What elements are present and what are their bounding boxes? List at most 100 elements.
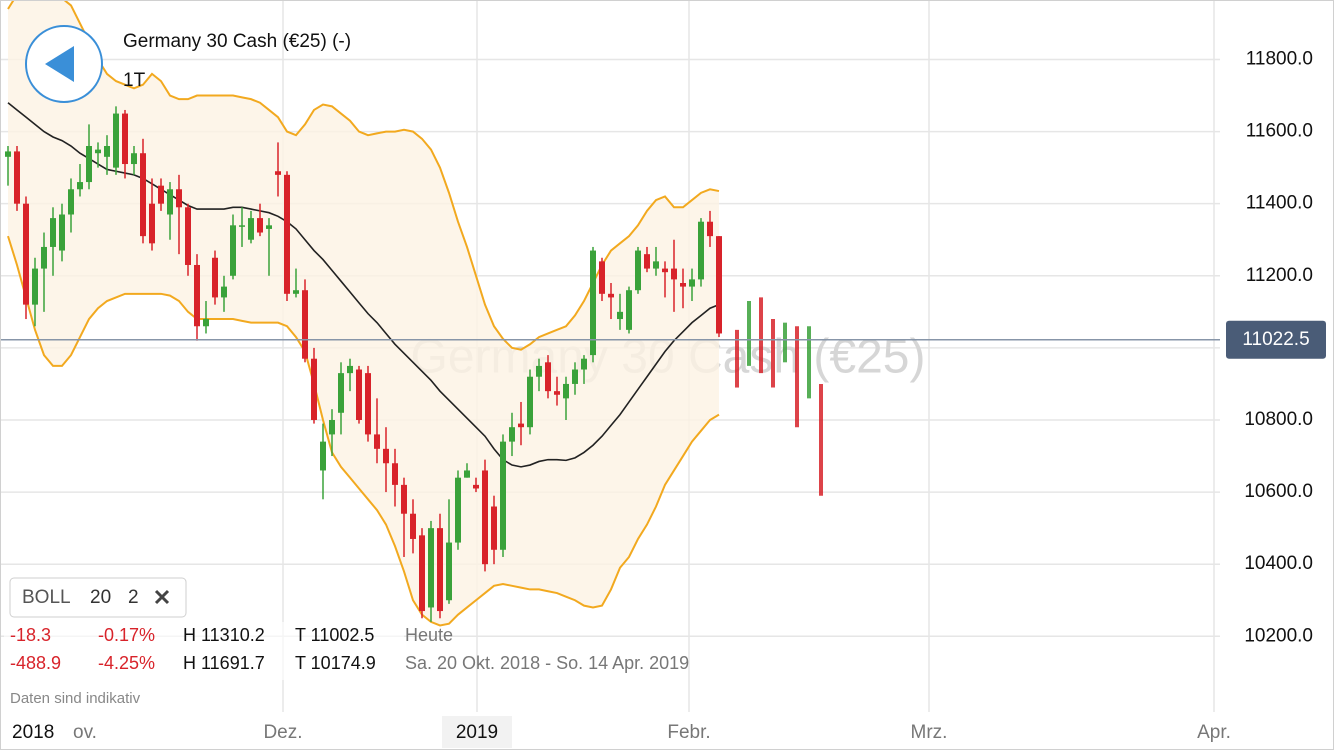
candle-body <box>131 153 137 165</box>
candle-body <box>536 365 542 377</box>
candle-body <box>176 189 182 208</box>
candle-body <box>617 311 623 320</box>
candle-body <box>554 391 560 395</box>
plot-area <box>0 0 1220 627</box>
candle-body <box>644 254 650 269</box>
info-value: -4.25% <box>98 653 155 673</box>
candle-body <box>473 484 479 489</box>
candle-body <box>347 365 353 374</box>
band-middle <box>7 102 720 468</box>
candle-body <box>527 376 533 428</box>
candle-body <box>419 535 425 612</box>
candle-body <box>698 221 704 280</box>
y-tick-label: 10800.0 <box>1244 409 1313 430</box>
y-tick-label: 11800.0 <box>1246 48 1313 69</box>
info-value: T 11002.5 <box>295 625 374 645</box>
candle-body <box>293 290 299 294</box>
candle-body <box>545 362 551 392</box>
candle-body <box>32 268 38 305</box>
period: 1T <box>123 70 146 91</box>
candle-body <box>392 463 398 485</box>
info-value: T 10174.9 <box>295 653 376 673</box>
candle-body <box>113 113 119 168</box>
candle-body <box>635 250 641 291</box>
band-lower <box>7 235 720 627</box>
candle-body <box>455 477 461 543</box>
info-panel <box>4 622 404 680</box>
y-tick-label: 10200.0 <box>1244 625 1313 646</box>
candle-body <box>590 250 596 356</box>
candle-body <box>59 214 65 251</box>
candle-body <box>203 319 209 327</box>
x-tick-label: Mrz. <box>911 722 948 743</box>
candle-body <box>356 369 362 420</box>
candle-body <box>158 185 164 204</box>
candle-body <box>680 282 686 287</box>
candle-body <box>671 268 677 280</box>
candle-body <box>572 369 578 384</box>
candle-body <box>437 528 443 612</box>
candle-body <box>626 290 632 330</box>
x-tick-label: Apr. <box>1197 722 1231 743</box>
candle-body <box>86 146 92 183</box>
candle-body <box>302 290 308 359</box>
back-icon <box>45 46 74 82</box>
overlay: Germany 30 Cash (€25) (-) 1T BOLL 20 2 D… <box>4 25 689 707</box>
x-tick-label: 2019 <box>456 722 498 743</box>
candle-body <box>563 383 569 399</box>
candle-body <box>581 358 587 370</box>
remove-indicator[interactable] <box>154 589 170 605</box>
candle-body <box>365 373 371 435</box>
candle-body <box>167 189 173 215</box>
indicator-deviation: 2 <box>128 587 139 608</box>
candle-body <box>122 113 128 165</box>
candle-body <box>221 286 227 298</box>
y-tick-label: 11600.0 <box>1246 121 1313 142</box>
candle-body <box>14 151 20 204</box>
info-value: -0.17% <box>98 625 155 645</box>
instrument-title: Germany 30 Cash (€25) (-) <box>123 31 351 52</box>
x-tick-label: 2018 <box>12 722 54 743</box>
candle-body <box>374 434 380 449</box>
candle-body <box>518 423 524 428</box>
candle-body <box>608 293 614 298</box>
candle-body <box>95 149 101 154</box>
candle-body <box>320 441 326 471</box>
band-fill <box>8 0 719 626</box>
indicator-name: BOLL <box>22 587 71 608</box>
candle-body <box>707 221 713 237</box>
candle-body <box>329 419 335 435</box>
candle-body <box>77 182 83 190</box>
candle-body <box>5 151 11 157</box>
candle-body <box>383 448 389 464</box>
candle-body <box>275 171 281 175</box>
candle-body <box>104 146 110 157</box>
candle-body <box>491 506 497 550</box>
disclaimer: Daten sind indikativ <box>10 690 141 707</box>
candle-body <box>509 427 515 442</box>
x-tick-label: Dez. <box>263 722 302 743</box>
candle-body <box>140 153 146 237</box>
candle-body <box>230 225 236 276</box>
candle-body <box>185 207 191 265</box>
candle-body <box>338 373 344 413</box>
y-tick-label: 10600.0 <box>1244 481 1313 502</box>
indicator-period: 20 <box>90 587 111 608</box>
candle-body <box>68 189 74 215</box>
candle-body <box>257 218 263 233</box>
indicator-chip[interactable] <box>9 577 187 618</box>
info-value: -18.3 <box>10 625 51 645</box>
x-axis-strip <box>0 712 1334 750</box>
candle-body <box>401 484 407 514</box>
candle-body <box>482 470 488 565</box>
info-value: Heute <box>405 625 453 645</box>
candle-body <box>194 264 200 327</box>
x-tick-label: ov. <box>73 722 97 743</box>
candle-body <box>266 225 272 229</box>
candle-body <box>653 261 659 269</box>
candle-body <box>212 257 218 298</box>
current-price-label: 11022.5 <box>1242 329 1309 350</box>
year-badge <box>442 716 512 748</box>
